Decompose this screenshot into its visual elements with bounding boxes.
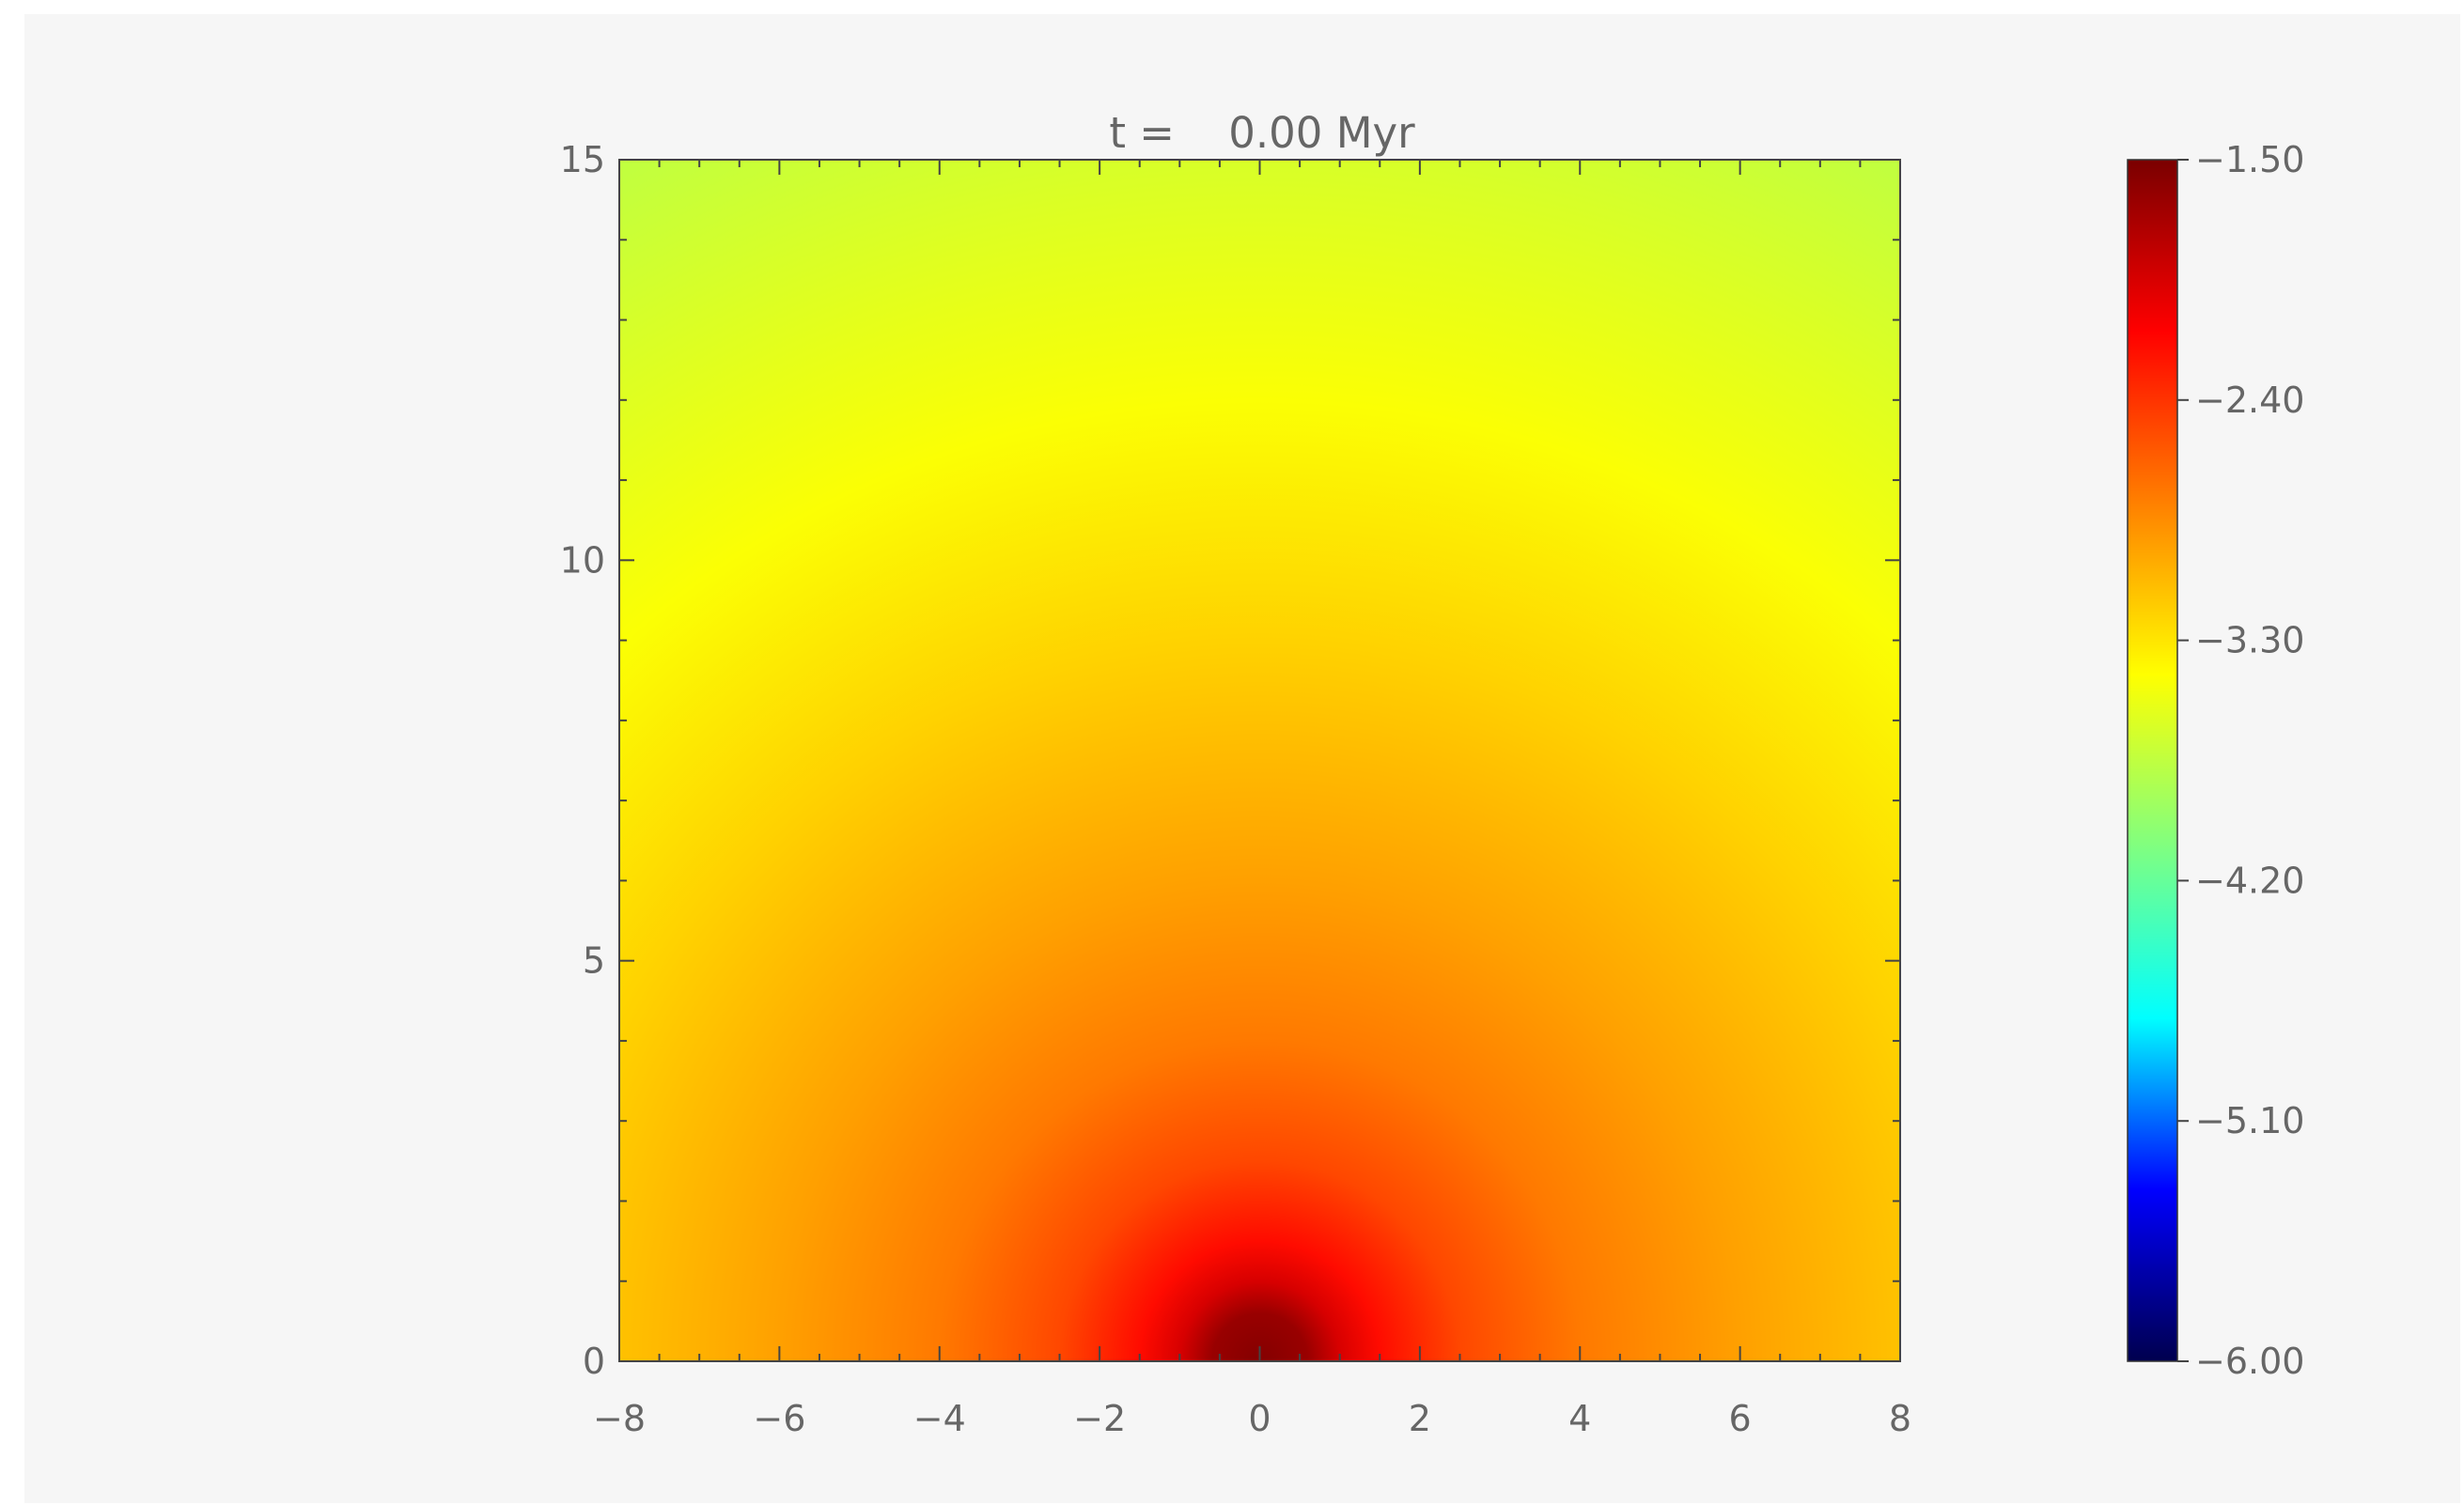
colorbar-tick-label: −1.50 <box>2195 139 2304 180</box>
y-tick-label: 10 <box>560 539 605 581</box>
colorbar-tick-label: −5.10 <box>2195 1100 2304 1141</box>
x-tick-label: 8 <box>1889 1398 1911 1439</box>
colorbar-tick-label: −6.00 <box>2195 1341 2304 1382</box>
y-tick-label: 5 <box>583 940 605 982</box>
y-tick-label: 15 <box>560 139 605 180</box>
plot-area: −8 −6 −4 −2 0 2 4 6 8 0 5 10 15 <box>560 139 1911 1439</box>
x-tick-label: 0 <box>1248 1398 1271 1439</box>
colorbar-tick-label: −2.40 <box>2195 380 2304 421</box>
x-tick-label: 4 <box>1568 1398 1591 1439</box>
y-tick-labels: 0 5 10 15 <box>560 139 605 1382</box>
colorbar-tick-labels: −1.50 −2.40 −3.30 −4.20 −5.10 −6.00 <box>2195 139 2304 1382</box>
colorbar-tick-label: −3.30 <box>2195 620 2304 661</box>
x-tick-label: 6 <box>1729 1398 1752 1439</box>
colorbar-frame <box>2127 159 2178 1362</box>
x-tick-label: −6 <box>753 1398 805 1439</box>
heatmap-field <box>619 160 1900 1361</box>
y-tick-label: 0 <box>583 1341 605 1382</box>
colorbar-ticks <box>2177 159 2189 1362</box>
x-tick-label: −4 <box>913 1398 966 1439</box>
colorbar-gradient <box>2128 160 2177 1361</box>
figure-background: t = 0.00 Myr −8 −6 −4 −2 0 2 4 6 8 0 5 10 15 −1.50−… <box>24 14 2460 1503</box>
x-tick-label: −8 <box>593 1398 646 1439</box>
chart-title: t = 0.00 Myr <box>1109 108 1415 158</box>
colorbar: −1.50 −2.40 −3.30 −4.20 −5.10 −6.00 <box>2127 139 2304 1382</box>
x-tick-label: −2 <box>1073 1398 1126 1439</box>
x-tick-label: 2 <box>1409 1398 1431 1439</box>
axis-ticks <box>618 159 1901 1362</box>
x-tick-labels: −8 −6 −4 −2 0 2 4 6 8 <box>593 1398 1911 1439</box>
colorbar-tick-label: −4.20 <box>2195 860 2304 901</box>
